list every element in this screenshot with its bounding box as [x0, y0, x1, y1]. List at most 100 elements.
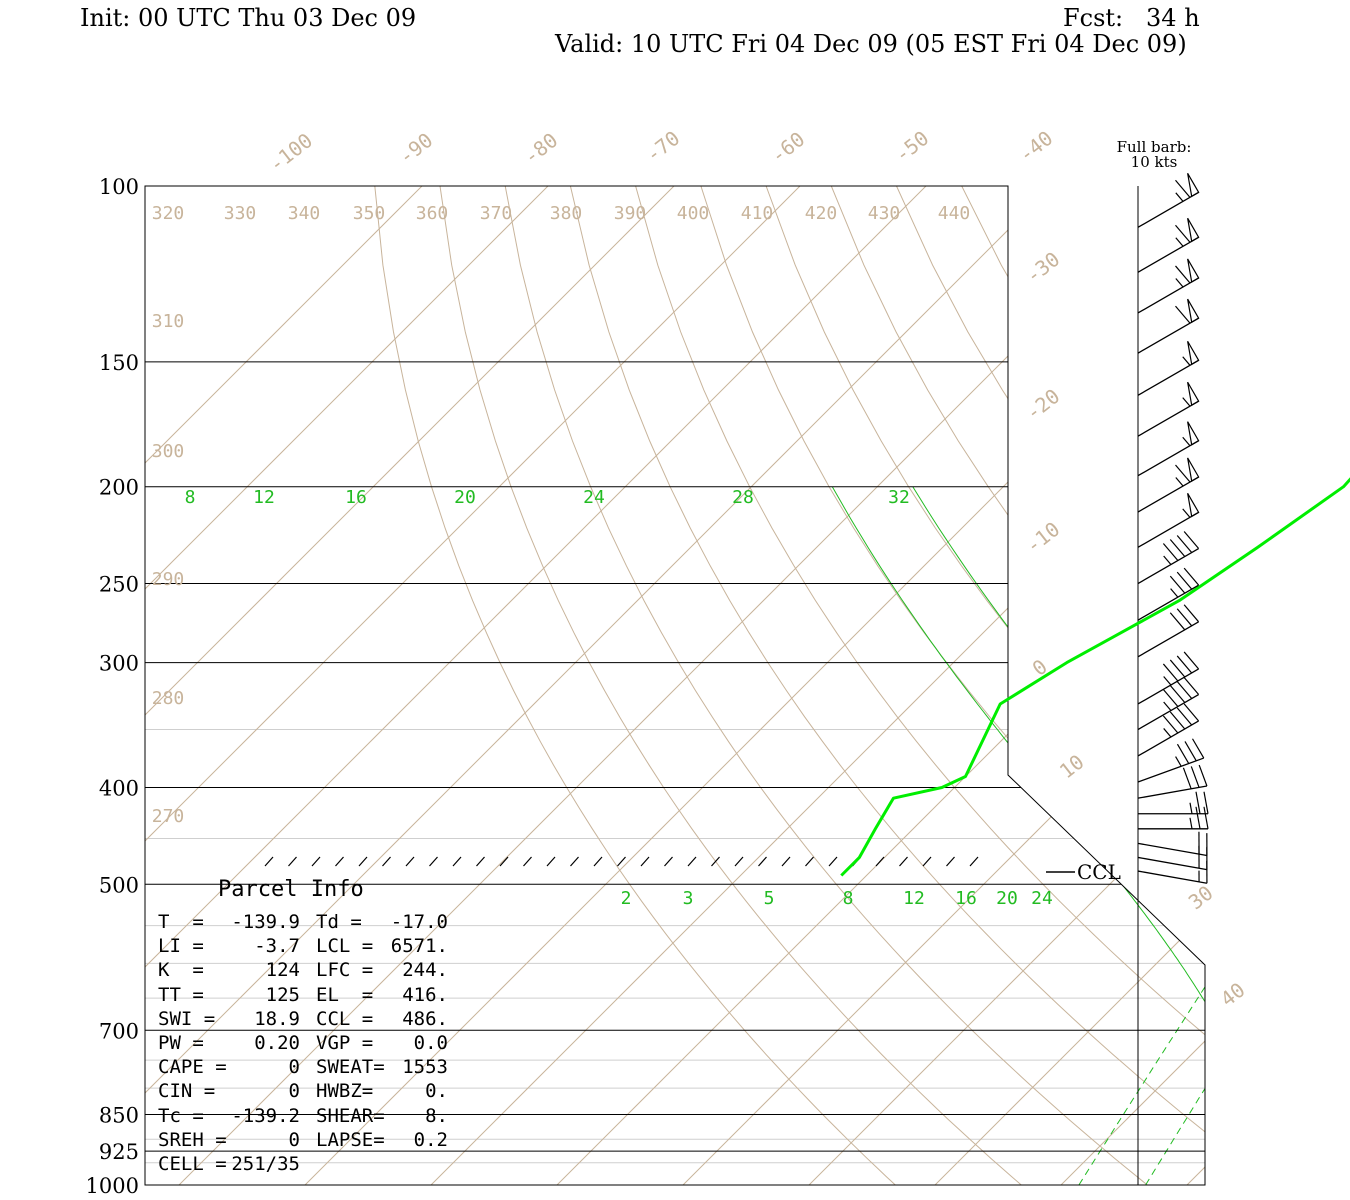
- parcel-label: LI =: [158, 935, 204, 958]
- moist-adiabat-label: 20: [454, 487, 476, 508]
- barb-half: [1175, 192, 1184, 202]
- wind-barb: [1138, 806, 1209, 830]
- isotherm-label: -40: [1014, 126, 1057, 167]
- forecast-hour: Fcst: 34 h: [1063, 4, 1200, 32]
- mixing-ratio-label: 16: [955, 888, 977, 909]
- barb-shaft: [1137, 621, 1199, 658]
- hatch-mark: [946, 856, 955, 867]
- pressure-label: 250: [99, 573, 139, 597]
- parcel-info-row: T = -139.9 Td = -17.0: [158, 913, 448, 932]
- parcel-info-row: PW = 0.20 VGP = 0.0: [158, 1034, 448, 1053]
- isotherm-line: [145, 186, 675, 1185]
- barb-half: [1182, 397, 1191, 407]
- barb-half: [1163, 555, 1172, 565]
- barb-half: [1189, 802, 1193, 814]
- barb-full: [1169, 539, 1186, 557]
- barb-full: [1183, 677, 1200, 695]
- pressure-label: 700: [99, 1019, 139, 1043]
- parcel-label: HWBZ=: [316, 1080, 374, 1103]
- hatch-mark: [969, 856, 979, 867]
- parcel-label: CAPE =: [158, 1056, 227, 1079]
- hatch-mark: [922, 856, 932, 867]
- moist-adiabat-label: 8: [185, 487, 196, 508]
- isotherm-line: [145, 186, 801, 1185]
- isotherm-line: [304, 186, 1205, 1185]
- dry-adiabat-label: 330: [224, 203, 257, 224]
- parcel-info-row: Tc = -139.2 SHEAR= 8.: [158, 1104, 448, 1127]
- pressure-label: 500: [99, 873, 139, 897]
- barb-full: [1183, 651, 1200, 670]
- isotherm-line: [808, 186, 1205, 1185]
- pressure-label: 400: [99, 776, 139, 800]
- hatch-mark: [734, 856, 744, 867]
- dry-adiabat-label: 440: [938, 203, 971, 224]
- barb-full: [1183, 567, 1200, 586]
- hatch-mark: [687, 856, 697, 867]
- pressure-label: 300: [99, 652, 139, 676]
- parcel-label: TT =: [158, 983, 204, 1006]
- isotherm-label: 0: [1028, 654, 1052, 680]
- mixing-ratio-label: 5: [764, 888, 775, 909]
- wind-barb: [1137, 340, 1200, 396]
- dry-adiabat-label: 350: [353, 203, 386, 224]
- moist-adiabat: [1007, 486, 1205, 1185]
- dry-adiabat-label: 370: [480, 203, 513, 224]
- barb-full: [1190, 766, 1200, 788]
- parcel-info-row: TT = 125 EL = 416.: [158, 983, 448, 1006]
- barb-shaft: [1137, 584, 1199, 621]
- barb-full: [1169, 659, 1186, 678]
- dry-adiabat-label: 400: [677, 203, 710, 224]
- barb-shaft: [1137, 191, 1199, 228]
- barb-half: [1170, 588, 1179, 598]
- barb-full: [1176, 681, 1193, 699]
- parcel-value: -3.7: [254, 935, 300, 958]
- hatch-mark: [828, 856, 838, 867]
- barb-shaft: [1137, 870, 1208, 884]
- parcel-value: 8.: [425, 1104, 448, 1127]
- dry-adiabat: [1288, 186, 1350, 1185]
- isotherm-label: 10: [1055, 750, 1089, 784]
- hatch-mark: [781, 856, 791, 867]
- dry-adiabat: [1156, 186, 1205, 1185]
- barb-flag: [1187, 457, 1200, 482]
- barb-half: [1175, 756, 1182, 767]
- barb-flag: [1187, 172, 1200, 198]
- parcel-label: SHEAR=: [316, 1104, 385, 1127]
- barb-full: [1176, 655, 1193, 674]
- moist-adiabat-label: 28: [732, 487, 754, 508]
- isotherm-line: [145, 186, 1053, 1185]
- barb-half: [1182, 356, 1191, 366]
- mixing-ratio-line: [1078, 963, 1205, 1185]
- parcel-value: -139.9: [231, 911, 300, 933]
- hatch-mark: [640, 856, 650, 867]
- pressure-label: 100: [99, 175, 139, 199]
- hatch-mark: [264, 856, 274, 867]
- barb-full: [1162, 689, 1179, 707]
- barb-full: [1183, 703, 1200, 722]
- parcel-value: 125: [265, 983, 300, 1006]
- dry-adiabat-label: 280: [152, 688, 185, 709]
- hatch-mark: [875, 856, 885, 867]
- barb-full: [1175, 224, 1191, 243]
- hatch-mark: [523, 856, 532, 867]
- parcel-label: T =: [158, 911, 204, 933]
- wind-barb: [1137, 493, 1200, 548]
- parcel-label: CELL =: [158, 1153, 227, 1175]
- dry-adiabat: [1223, 186, 1350, 1185]
- isotherm-label: 40: [1216, 978, 1250, 1012]
- barb-flag: [1187, 381, 1200, 407]
- barb-key: Full barb: 10 kts: [1100, 140, 1208, 170]
- hatch-mark: [288, 856, 297, 867]
- wind-barb: [1137, 217, 1200, 273]
- isotherm-line: [1186, 186, 1205, 1185]
- hatch-mark: [382, 856, 391, 867]
- dry-adiabat: [374, 186, 896, 1185]
- isotherm-label: -50: [890, 126, 933, 167]
- mixing-ratio-label: 8: [843, 888, 854, 909]
- barb-half: [1175, 237, 1184, 247]
- parcel-info-row: SREH = 0 LAPSE= 0.2: [158, 1130, 448, 1150]
- moist-adiabat-label: 12: [253, 487, 275, 508]
- wind-barb: [1137, 703, 1200, 757]
- wind-barb: [1137, 860, 1208, 884]
- parcel-value: 0.0: [413, 1032, 448, 1054]
